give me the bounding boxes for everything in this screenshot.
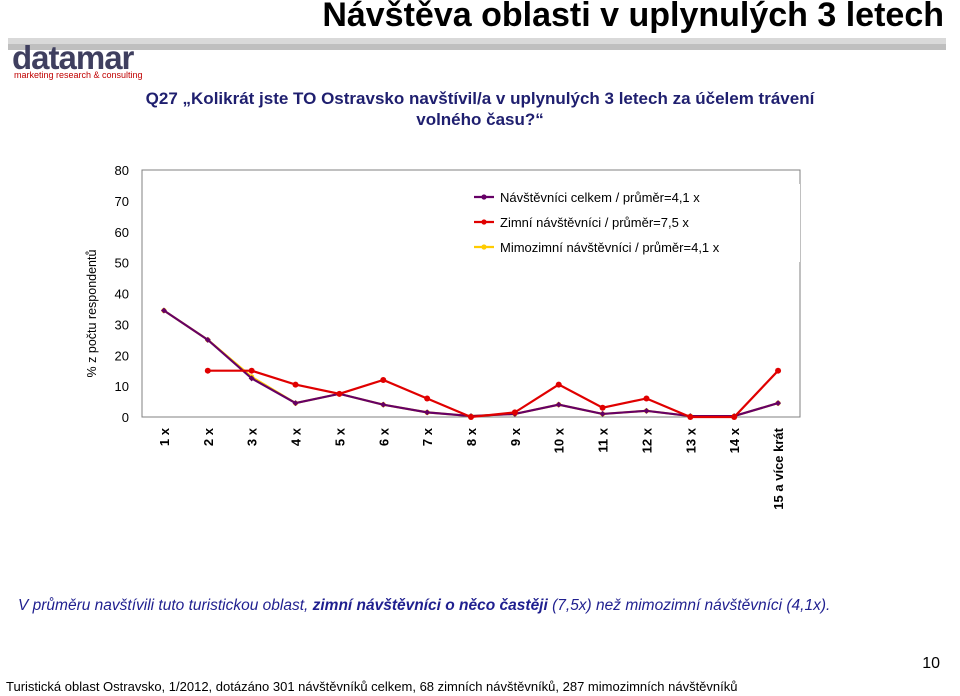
- note-part-1: V průměru navštívili tuto turistickou ob…: [18, 597, 313, 614]
- legend-label: Mimozimní návštěvníci / průměr=4,1 x: [500, 240, 720, 255]
- x-tick-label: 1 x: [157, 427, 172, 446]
- y-tick-label: 40: [115, 287, 129, 302]
- y-tick-label: 50: [115, 256, 129, 271]
- y-tick-label: 60: [115, 225, 129, 240]
- data-point: [204, 336, 211, 343]
- series-line: [207, 369, 779, 419]
- y-tick-label: 30: [115, 317, 129, 332]
- summary-note: V průměru navštívili tuto turistickou ob…: [18, 596, 918, 616]
- x-tick-label: 14 x: [727, 427, 742, 453]
- legend-marker: [481, 219, 487, 225]
- data-point: [643, 395, 650, 402]
- x-tick-label: 12 x: [639, 427, 654, 453]
- x-tick-label: 15 a více krát: [771, 427, 786, 509]
- x-tick-label: 2 x: [201, 427, 216, 446]
- datamar-logo: datamar marketing research & consulting: [12, 39, 172, 80]
- x-tick-label: 4 x: [289, 427, 304, 446]
- data-point: [599, 404, 606, 411]
- data-point: [468, 414, 474, 420]
- note-bold: zimní návštěvníci o něco častěji: [312, 597, 548, 614]
- data-point: [380, 376, 387, 383]
- data-point: [775, 400, 782, 407]
- data-point: [731, 414, 738, 420]
- note-part-2: (7,5x) než mimozimní návštěvníci (4,1x).: [547, 597, 831, 614]
- data-point: [775, 367, 782, 374]
- x-tick-label: 3 x: [245, 427, 260, 446]
- y-tick-label: 0: [122, 410, 129, 425]
- question-line-1: Q27 „Kolikrát jste TO Ostravsko navštívi…: [145, 89, 815, 108]
- data-point: [204, 367, 211, 374]
- data-point: [511, 409, 518, 416]
- data-point: [687, 414, 694, 420]
- logo-tagline: marketing research & consulting: [14, 70, 143, 80]
- legend-marker: [481, 194, 487, 200]
- x-tick-label: 5 x: [332, 427, 347, 446]
- y-tick-label: 10: [115, 379, 129, 394]
- title-band-shadow: [8, 44, 946, 50]
- data-point: [336, 390, 343, 397]
- page-number: 10: [922, 655, 940, 672]
- data-point: [380, 401, 387, 408]
- legend-box: [448, 184, 800, 262]
- x-tick-label: 6 x: [376, 427, 391, 446]
- y-axis-title: % z počtu respondentů: [85, 250, 99, 378]
- y-tick-label: 70: [115, 194, 129, 209]
- survey-question: Q27 „Kolikrát jste TO Ostravsko navštívi…: [60, 88, 900, 130]
- data-point: [424, 395, 431, 402]
- visit-frequency-line-chart: 0 10 20 30 40 50 60 70 80 % z počtu respondentů 1 …: [85, 163, 801, 510]
- legend-label: Zimní návštěvníci / průměr=7,5 x: [500, 215, 689, 230]
- data-point: [248, 375, 255, 382]
- logo-wordmark: datamar: [12, 39, 134, 76]
- data-point: [160, 307, 167, 314]
- page-title: Návštěva oblasti v uplynulých 3 letech: [322, 0, 944, 34]
- y-tick-label: 80: [115, 163, 129, 178]
- y-tick-label: 20: [115, 348, 129, 363]
- data-point: [643, 407, 650, 414]
- data-point: [599, 410, 606, 417]
- question-line-2: volného času?“: [416, 110, 544, 129]
- data-point: [292, 400, 299, 407]
- data-point: [248, 367, 255, 374]
- data-point: [555, 381, 562, 388]
- data-point: [424, 409, 431, 416]
- x-tick-label: 7 x: [420, 427, 435, 446]
- footer-source: Turistická oblast Ostravsko, 1/2012, dot…: [6, 679, 738, 694]
- x-tick-label: 11 x: [596, 427, 611, 452]
- legend-marker: [481, 244, 487, 250]
- x-tick-label: 9 x: [508, 427, 523, 446]
- x-tick-label: 8 x: [464, 427, 479, 446]
- x-tick-label: 10 x: [552, 427, 567, 453]
- data-point: [292, 381, 299, 388]
- legend-label: Návštěvníci celkem / průměr=4,1 x: [500, 190, 700, 205]
- x-tick-label: 13 x: [683, 427, 698, 453]
- data-point: [555, 401, 562, 408]
